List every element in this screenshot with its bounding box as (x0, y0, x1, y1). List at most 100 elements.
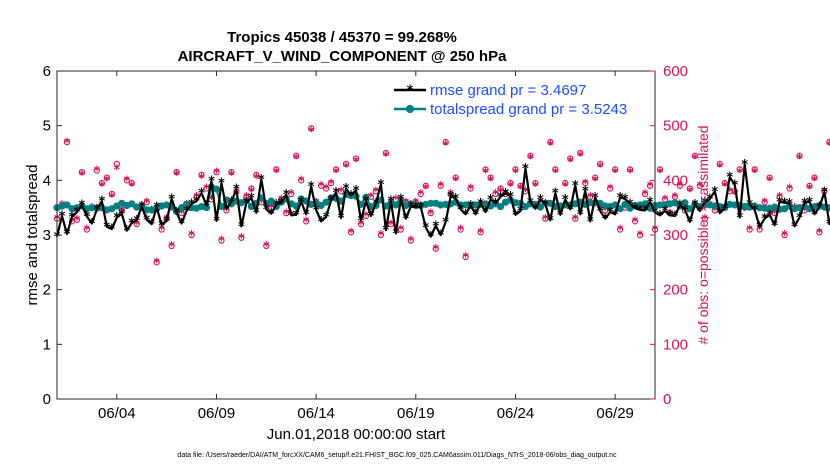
obs-assimilated-point: * (238, 231, 245, 245)
obs-assimilated-point: * (268, 201, 275, 215)
obs-assimilated-point: * (144, 195, 151, 209)
obs-assimilated-point: * (826, 138, 830, 152)
totalspread-point (681, 199, 689, 207)
obs-possible-point (78, 168, 86, 176)
obs-possible-point (751, 166, 758, 173)
y-tick-label-right: 200 (663, 282, 688, 299)
obs-assimilated-point: * (188, 228, 195, 242)
rmse-point: * (69, 211, 76, 226)
obs-possible-point (562, 179, 569, 187)
obs-assimilated-point: * (647, 179, 654, 193)
obs-assimilated-point: * (582, 176, 589, 190)
rmse-point: * (153, 201, 160, 216)
rmse-point: * (373, 197, 380, 212)
rmse-point: * (288, 209, 295, 224)
obs-assimilated-point: * (378, 228, 385, 242)
obs-possible-point (342, 160, 350, 168)
rmse-point: * (452, 192, 459, 207)
obs-possible-point (826, 138, 830, 146)
obs-assimilated-point: * (318, 179, 325, 193)
obs-possible-point (781, 231, 788, 239)
totalspread-point (322, 198, 330, 206)
rmse-point: * (378, 178, 385, 193)
obs-possible-point (352, 155, 360, 162)
obs-possible-point (422, 182, 429, 189)
rmse-point: * (128, 217, 135, 232)
obs-assimilated-point: * (552, 165, 559, 179)
obs-possible-point (607, 185, 614, 192)
rmse-point: * (647, 195, 654, 210)
rmse-point: * (427, 230, 434, 245)
obs-possible-point (357, 220, 365, 228)
rmse-point: * (392, 227, 399, 242)
rmse-point: * (382, 224, 389, 239)
obs-possible-point (631, 218, 639, 225)
rmse-point: * (602, 212, 609, 227)
obs-assimilated-point: * (467, 182, 474, 196)
obs-assimilated-point: * (213, 165, 220, 179)
rmse-point: * (716, 207, 723, 222)
obs-assimilated-point: * (507, 179, 514, 193)
rmse-point: * (457, 203, 464, 218)
obs-assimilated-point: * (114, 163, 121, 177)
obs-assimilated-point: * (727, 184, 734, 198)
obs-possible-point (228, 168, 235, 176)
obs-possible-point (432, 245, 439, 252)
y-tick-label: 0 (43, 391, 51, 408)
rmse-point: * (532, 202, 539, 217)
obs-possible-point (377, 231, 385, 239)
obs-assimilated-point: * (398, 223, 405, 237)
rmse-point: * (632, 202, 639, 217)
y-tick-label-right: 400 (663, 172, 688, 189)
obs-possible-point (716, 160, 723, 168)
obs-assimilated-point: * (722, 179, 729, 193)
rmse-point: * (806, 195, 813, 210)
obs-possible-point (198, 171, 205, 179)
obs-assimilated-point: * (228, 168, 235, 182)
obs-possible-point (696, 182, 703, 189)
obs-assimilated-point: * (428, 206, 435, 220)
obs-assimilated-point: * (303, 215, 310, 229)
rmse-point: * (507, 190, 514, 205)
obs-possible-point (128, 179, 135, 187)
obs-assimilated-point: * (637, 228, 644, 242)
rmse-point: * (497, 190, 504, 205)
x-axis-label: Jun.01,2018 00:00:00 start (267, 426, 446, 443)
rmse-point: * (522, 162, 529, 177)
chart-title: Tropics 45038 / 45370 = 99.268% (227, 29, 457, 46)
rmse-point: * (577, 208, 584, 223)
obs-possible-point (487, 174, 494, 181)
obs-assimilated-point: * (338, 184, 345, 198)
legend-spread-marker (405, 104, 415, 114)
obs-possible-point (467, 185, 474, 192)
obs-assimilated-point: * (373, 184, 380, 198)
totalspread-point (128, 200, 136, 208)
rmse-series-line (55, 163, 830, 238)
obs-assimilated-point: * (527, 152, 534, 166)
rmse-point: * (158, 219, 165, 234)
rmse-point: * (318, 215, 325, 230)
rmse-point: * (467, 199, 474, 214)
obs-possible-point (173, 168, 180, 176)
rmse-point: * (557, 208, 564, 223)
obs-assimilated-point: * (79, 168, 86, 182)
rmse-point: * (83, 210, 90, 225)
rmse-point: * (173, 206, 180, 221)
obs-assimilated-point: * (353, 154, 360, 168)
obs-assimilated-point: * (737, 165, 744, 179)
obs-possible-point (93, 167, 101, 174)
obs-assimilated-point: * (74, 213, 81, 227)
rmse-point: * (273, 198, 280, 213)
x-tick-label: 06/29 (596, 405, 634, 422)
obs-possible-point (582, 179, 589, 187)
obs-possible-point (507, 179, 514, 187)
rmse-point: * (143, 213, 150, 228)
rmse-point: * (816, 201, 823, 216)
rmse-point: * (303, 208, 310, 223)
y-tick-label: 3 (43, 227, 51, 244)
obs-assimilated-point: * (567, 154, 574, 168)
obs-possible-point (293, 152, 300, 159)
obs-possible-point (103, 174, 110, 181)
obs-possible-point (238, 234, 245, 241)
obs-possible-point (592, 174, 599, 181)
